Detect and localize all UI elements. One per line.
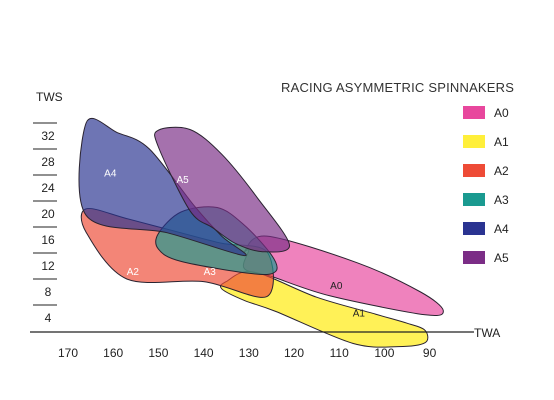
legend-label: A2 [494,164,509,178]
legend-label: A3 [494,193,509,207]
x-tick-label: 160 [103,346,123,360]
x-tick-label: 140 [194,346,214,360]
region-label-a3: A3 [204,267,217,278]
y-tick-label: 24 [41,181,55,195]
legend-swatch [463,164,485,177]
legend-item-a1: A1 [463,135,509,149]
legend-swatch [463,193,485,206]
legend-item-a2: A2 [463,164,509,178]
x-tick-label: 150 [148,346,168,360]
legend-item-a4: A4 [463,222,509,236]
legend-item-a3: A3 [463,193,509,207]
legend-item-a5: A5 [463,251,509,265]
legend: A0 A1 A2 A3 A4 A5 [463,106,509,265]
chart-title: RACING ASYMMETRIC SPINNAKERS [281,80,514,95]
legend-swatch [463,106,485,119]
legend-swatch [463,222,485,235]
y-tick-label: 20 [41,207,55,221]
x-tick-label: 170 [58,346,78,360]
region-label-a5: A5 [176,175,189,186]
legend-swatch [463,251,485,264]
x-axis-title: TWA [474,326,500,340]
legend-item-a0: A0 [463,106,509,120]
legend-label: A0 [494,106,509,120]
x-tick-label: 120 [284,346,304,360]
x-tick-label: 90 [423,346,437,360]
y-tick-label: 32 [41,129,55,143]
legend-swatch [463,135,485,148]
region-a5 [154,126,291,253]
region-label-a1: A1 [353,309,366,320]
y-axis-ticks: 4 8 12 16 20 24 28 32 [33,122,57,325]
region-label-a4: A4 [104,168,117,179]
y-axis-title: TWS [36,90,63,104]
region-label-a0: A0 [330,281,343,292]
regions [78,117,444,348]
y-tick-label: 8 [45,285,52,299]
region-labels: A0 A1 A2 A3 A4 A5 [104,168,365,319]
legend-label: A5 [494,251,509,265]
y-tick-label: 12 [41,259,55,273]
x-tick-label: 130 [239,346,259,360]
y-tick-label: 16 [41,233,55,247]
region-label-a2: A2 [127,267,140,278]
x-tick-label: 110 [330,346,349,360]
x-axis-ticks: 170 160 150 140 130 120 110 100 90 [58,346,437,360]
y-tick-label: 4 [45,311,52,325]
x-tick-label: 100 [374,346,394,360]
legend-label: A4 [494,222,509,236]
legend-label: A1 [494,135,509,149]
y-tick-label: 28 [41,155,55,169]
